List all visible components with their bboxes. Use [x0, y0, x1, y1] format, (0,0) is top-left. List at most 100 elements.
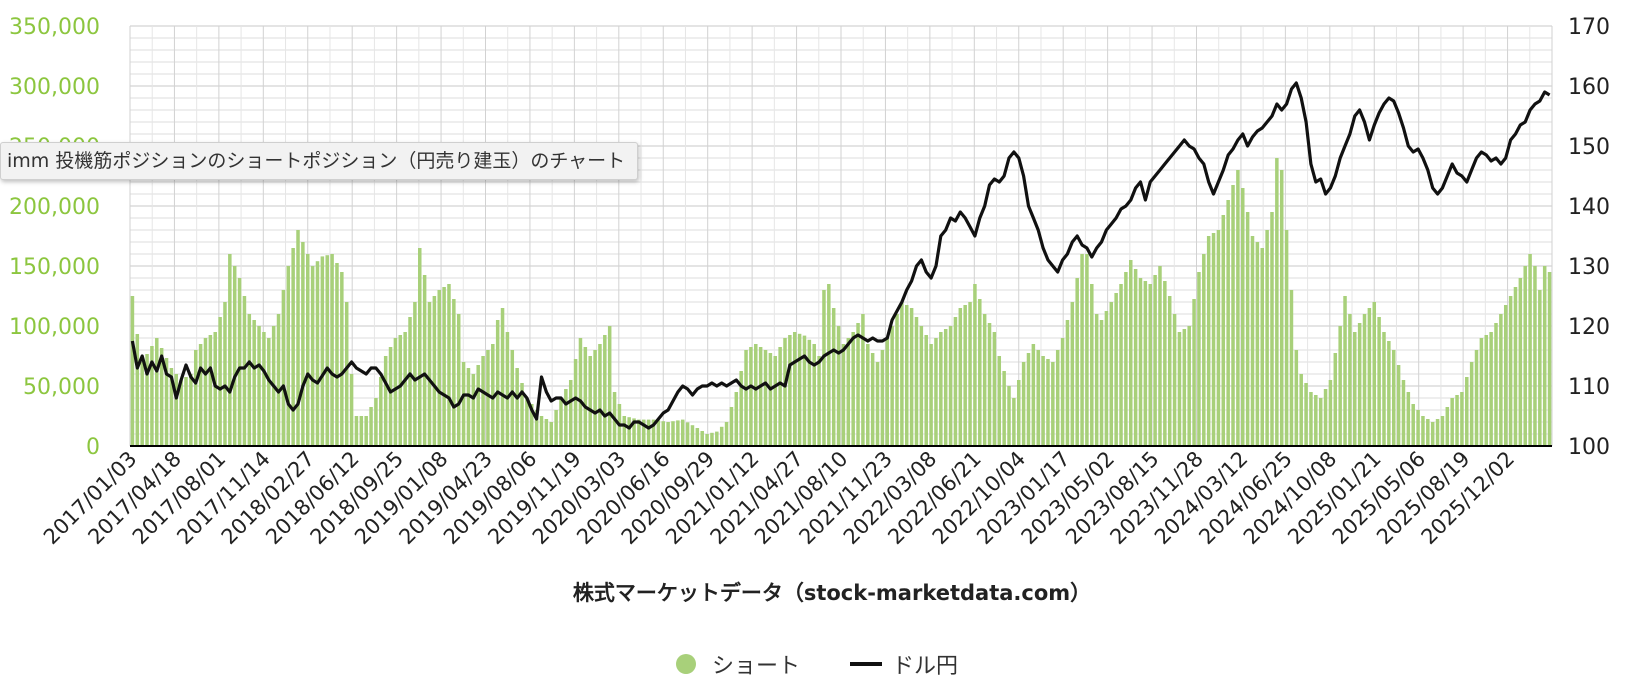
- short-bar: [349, 374, 354, 446]
- short-bar: [1158, 266, 1162, 446]
- short-bar: [963, 305, 967, 446]
- short-bar: [408, 317, 412, 446]
- short-bar: [456, 314, 461, 446]
- short-bar: [1255, 242, 1260, 446]
- short-bar: [320, 256, 325, 446]
- legend-item-usdjpy[interactable]: ドル円: [850, 648, 958, 680]
- short-bar: [1026, 353, 1031, 446]
- short-bar: [1440, 416, 1445, 446]
- short-bar: [159, 348, 164, 446]
- short-bar: [1304, 383, 1308, 446]
- short-bar: [310, 266, 315, 446]
- short-bar: [656, 420, 661, 446]
- short-bar: [1060, 338, 1065, 446]
- short-bar: [939, 332, 943, 446]
- right-tick-label: 110: [1568, 375, 1610, 400]
- short-bar: [1216, 230, 1221, 446]
- short-bar: [851, 332, 855, 446]
- short-bar: [715, 431, 719, 446]
- short-bar: [413, 302, 417, 446]
- short-bar: [1231, 185, 1235, 446]
- short-bar: [1075, 278, 1079, 446]
- short-bar: [1090, 284, 1094, 446]
- short-bar: [666, 422, 670, 446]
- short-bar: [982, 314, 987, 446]
- short-bar: [724, 422, 729, 446]
- short-bar: [1460, 392, 1464, 446]
- short-bar: [1396, 365, 1401, 446]
- left-tick-label: 350,000: [9, 15, 100, 40]
- short-bar: [1538, 290, 1542, 446]
- short-bar: [1314, 395, 1318, 446]
- short-bar: [992, 332, 997, 446]
- short-bar: [1357, 323, 1362, 446]
- short-bar: [383, 356, 388, 446]
- short-bar: [564, 389, 568, 446]
- short-bar: [598, 344, 602, 446]
- short-bar: [866, 344, 870, 446]
- short-bar: [1021, 362, 1026, 446]
- short-bar: [145, 354, 149, 446]
- short-bar: [685, 422, 690, 446]
- short-bar: [948, 326, 953, 446]
- short-bar: [1275, 158, 1279, 446]
- legend-label-usdjpy: ドル円: [892, 654, 959, 679]
- short-bar: [1348, 314, 1352, 446]
- short-bar: [1406, 392, 1411, 446]
- short-bar: [1070, 302, 1075, 446]
- short-bar: [218, 317, 222, 446]
- legend-item-short[interactable]: ショート: [676, 648, 800, 680]
- short-bar: [934, 338, 938, 446]
- legend-dot-icon: [676, 654, 696, 674]
- short-bar: [461, 362, 466, 446]
- short-bar: [1260, 248, 1264, 446]
- short-bar: [1221, 215, 1226, 446]
- short-bar: [695, 428, 700, 446]
- short-bar: [242, 296, 247, 446]
- short-bar: [130, 296, 135, 446]
- short-bar: [1401, 380, 1406, 446]
- short-bar: [247, 314, 252, 446]
- short-bar: [1148, 284, 1152, 446]
- short-bar: [1489, 332, 1493, 446]
- short-bar: [281, 290, 286, 446]
- short-bar: [1367, 308, 1372, 446]
- short-bar: [758, 347, 763, 446]
- short-bar: [452, 299, 456, 446]
- short-bar: [1129, 260, 1133, 446]
- short-bar: [792, 332, 797, 446]
- short-bar: [398, 335, 403, 446]
- short-bar: [987, 323, 992, 446]
- short-bar: [700, 431, 704, 446]
- short-bar: [1518, 278, 1523, 446]
- short-bar: [1250, 236, 1255, 446]
- short-bar: [1469, 362, 1474, 446]
- short-bar: [1124, 272, 1128, 446]
- short-bar: [763, 350, 768, 446]
- short-bar: [1474, 350, 1479, 446]
- short-bar: [680, 419, 685, 446]
- short-bar: [744, 350, 748, 446]
- short-bar: [374, 398, 378, 446]
- short-bar: [1508, 296, 1513, 446]
- short-bar: [1372, 302, 1377, 446]
- short-bar: [315, 261, 320, 446]
- short-bar: [437, 290, 441, 446]
- short-bar: [257, 326, 261, 446]
- short-bar: [476, 365, 480, 446]
- short-bar: [1533, 266, 1537, 446]
- right-tick-label: 120: [1568, 315, 1610, 340]
- short-bar: [1133, 269, 1138, 446]
- short-bar: [1426, 419, 1430, 446]
- short-bar: [783, 338, 787, 446]
- short-bar: [973, 284, 977, 446]
- short-bar: [1465, 377, 1469, 446]
- short-bar: [1143, 281, 1148, 446]
- short-bar: [1245, 212, 1250, 446]
- short-bar: [418, 248, 422, 446]
- short-bar: [1333, 353, 1338, 446]
- short-bar: [904, 305, 909, 446]
- short-bar: [627, 417, 631, 446]
- short-bar: [442, 287, 446, 446]
- short-bar: [447, 284, 451, 446]
